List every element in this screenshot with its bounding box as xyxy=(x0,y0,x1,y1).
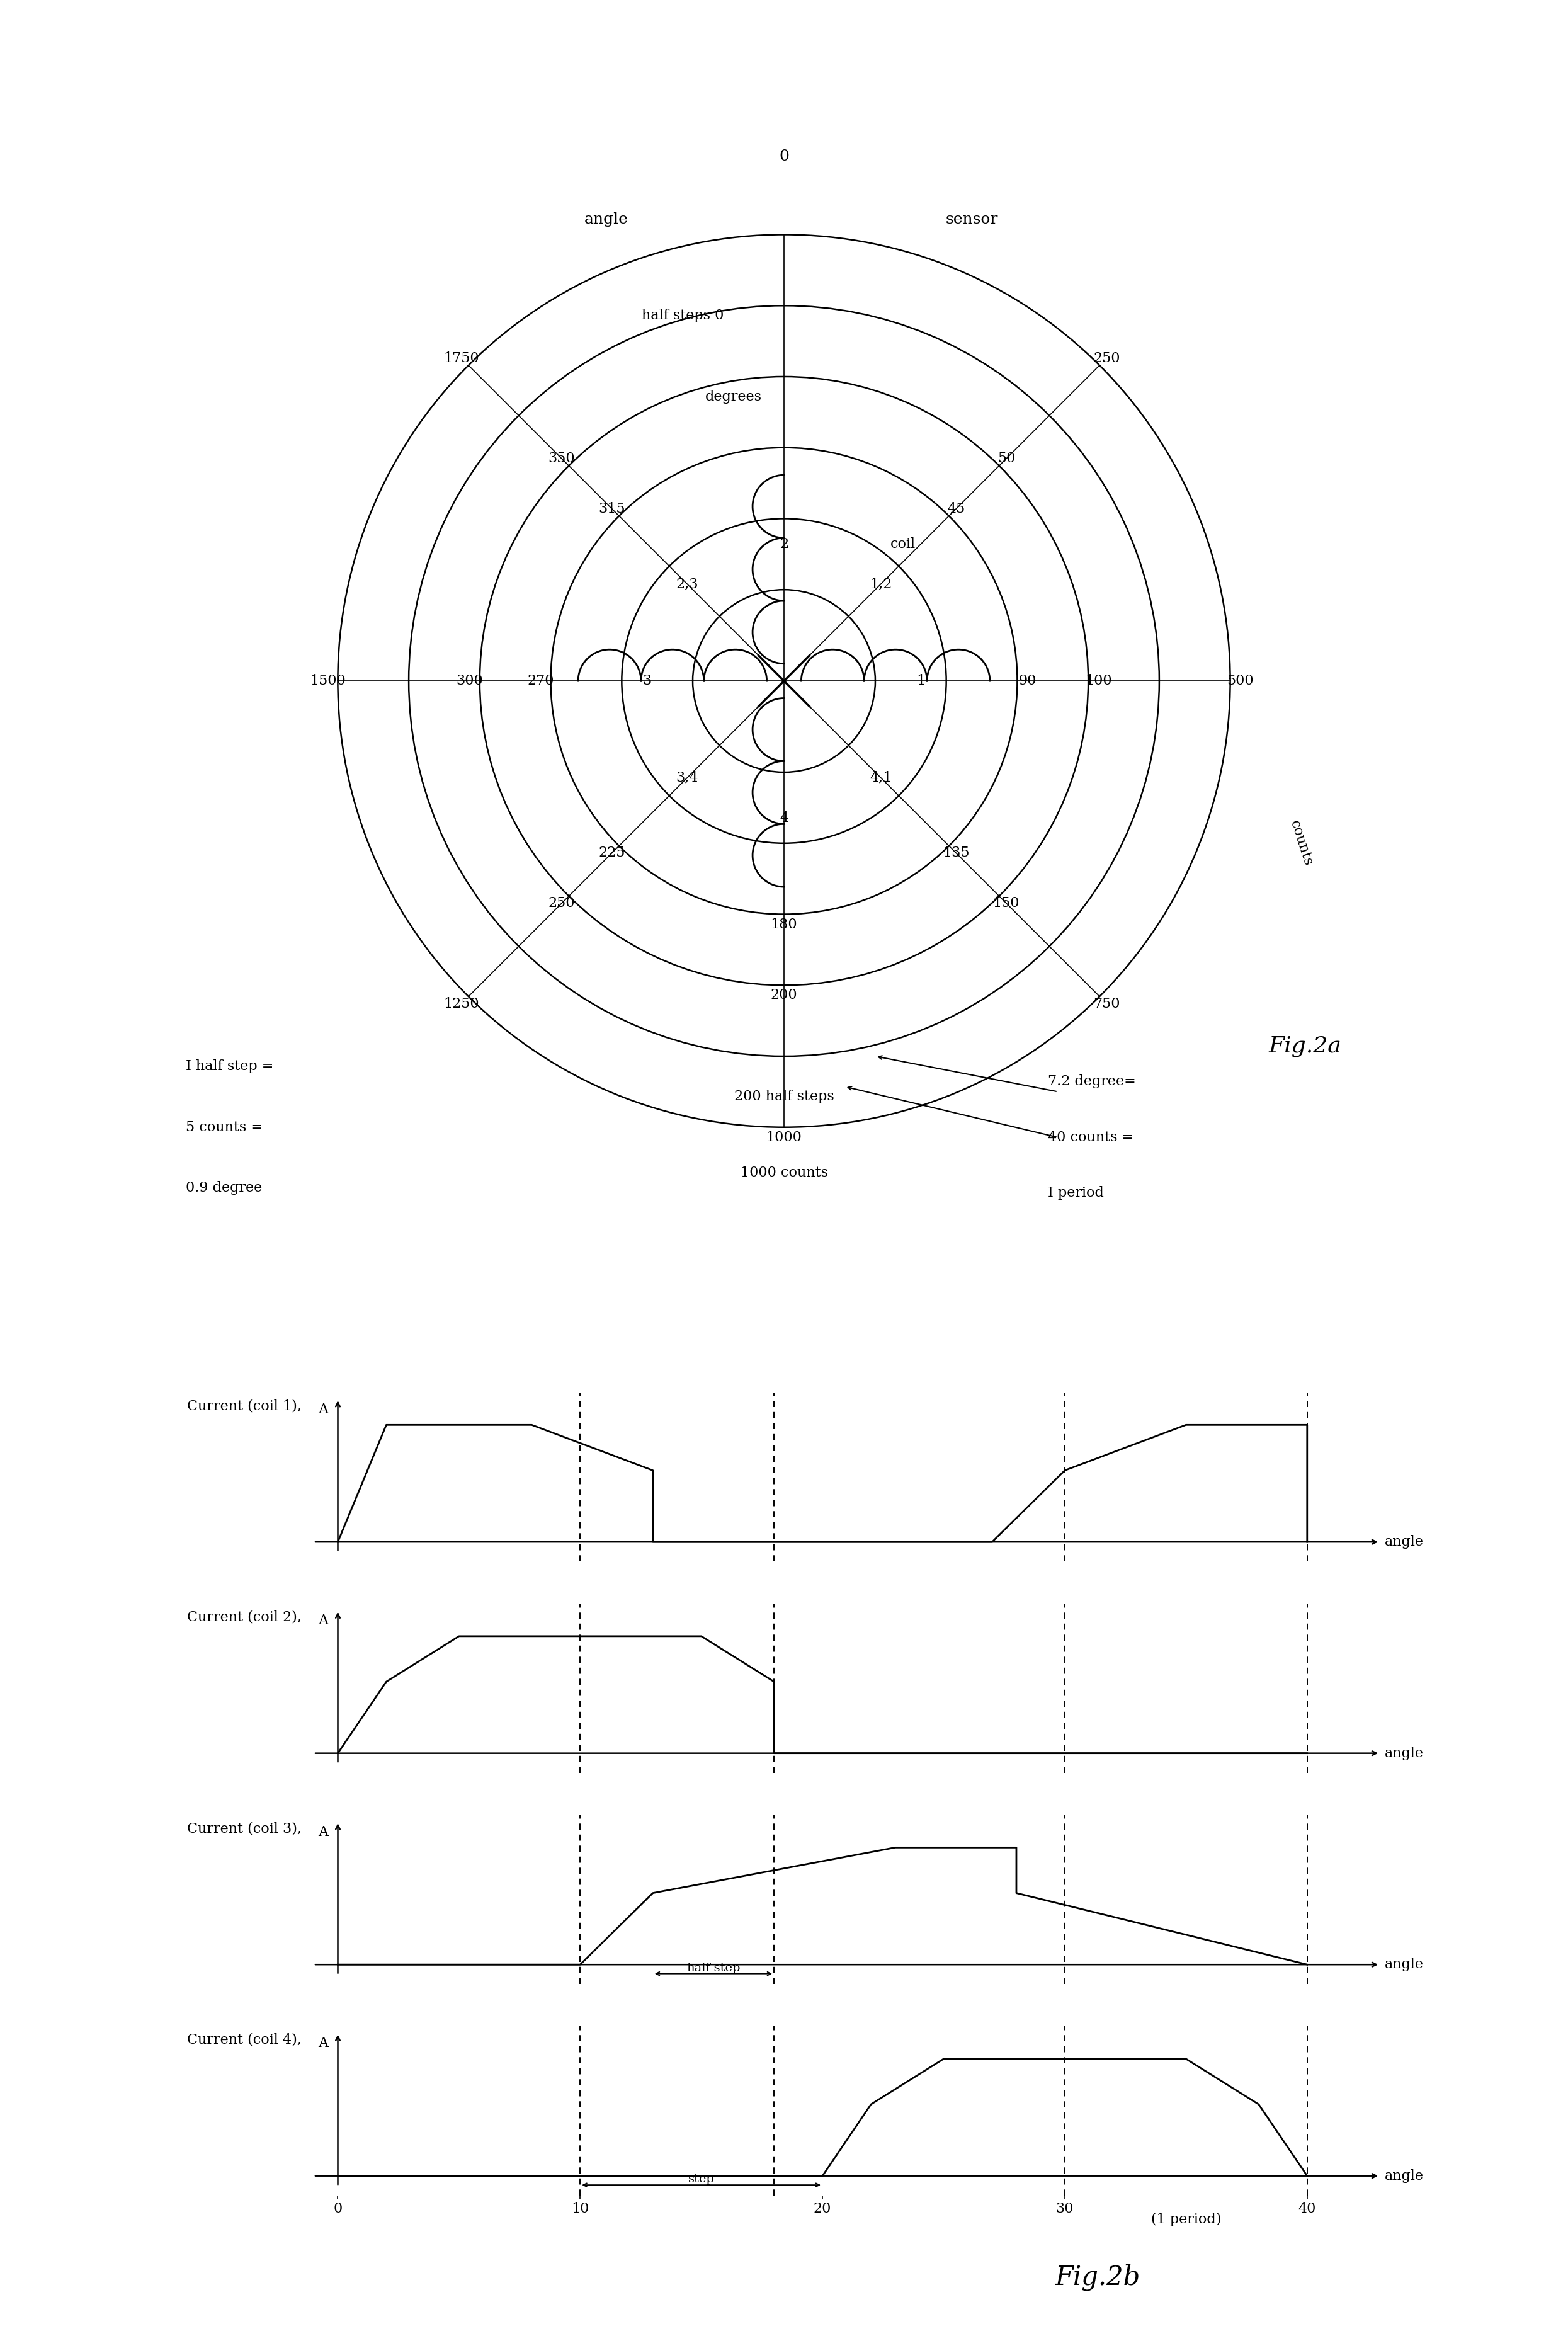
Text: 300: 300 xyxy=(456,674,483,688)
Text: 0.9 degree: 0.9 degree xyxy=(185,1181,262,1195)
Text: Fig.2a: Fig.2a xyxy=(1269,1035,1342,1057)
Text: 100: 100 xyxy=(1085,674,1112,688)
Text: Current (coil 4),: Current (coil 4), xyxy=(187,2033,301,2047)
Text: 1500: 1500 xyxy=(310,674,345,688)
Text: half-step: half-step xyxy=(687,1963,740,1975)
Text: half steps 0: half steps 0 xyxy=(641,310,724,322)
Text: angle: angle xyxy=(1385,1536,1424,1550)
Text: 500: 500 xyxy=(1226,674,1254,688)
Text: 3: 3 xyxy=(643,674,652,688)
Text: 225: 225 xyxy=(599,845,626,859)
Text: angle: angle xyxy=(585,211,629,228)
Text: 3,4: 3,4 xyxy=(676,770,698,784)
Text: 4,1: 4,1 xyxy=(870,770,892,784)
Text: 5 counts =: 5 counts = xyxy=(185,1120,262,1134)
Text: A: A xyxy=(318,1613,328,1627)
Text: 200 half steps: 200 half steps xyxy=(734,1089,834,1104)
Text: 1750: 1750 xyxy=(444,352,480,364)
Text: 150: 150 xyxy=(993,897,1019,911)
Text: A: A xyxy=(318,1824,328,1838)
Text: coil: coil xyxy=(891,538,916,552)
Text: step: step xyxy=(688,2174,715,2186)
Text: 1250: 1250 xyxy=(444,998,480,1010)
Text: 270: 270 xyxy=(527,674,554,688)
Text: angle: angle xyxy=(1385,2170,1424,2184)
Text: 1: 1 xyxy=(916,674,925,688)
Text: 4: 4 xyxy=(779,810,789,824)
Text: degrees: degrees xyxy=(706,390,762,404)
Text: 2,3: 2,3 xyxy=(676,578,698,592)
Text: angle: angle xyxy=(1385,1958,1424,1972)
Text: sensor: sensor xyxy=(946,211,997,228)
Text: 40 counts =: 40 counts = xyxy=(1047,1129,1134,1143)
Text: 200: 200 xyxy=(770,989,798,1003)
Text: 180: 180 xyxy=(770,918,798,932)
Text: 1000 counts: 1000 counts xyxy=(740,1167,828,1179)
Text: 50: 50 xyxy=(997,451,1014,465)
Text: 0: 0 xyxy=(779,150,789,164)
Text: Fig.2b: Fig.2b xyxy=(1055,2263,1140,2292)
Text: 350: 350 xyxy=(549,451,575,465)
Text: Current (coil 1),: Current (coil 1), xyxy=(187,1399,301,1413)
Text: 750: 750 xyxy=(1093,998,1120,1010)
Text: I period: I period xyxy=(1047,1186,1104,1200)
Text: A: A xyxy=(318,1402,328,1416)
Text: 250: 250 xyxy=(1093,352,1120,364)
Text: (1 period): (1 period) xyxy=(1151,2212,1221,2226)
Text: I half step =: I half step = xyxy=(185,1059,273,1073)
Text: 7.2 degree=: 7.2 degree= xyxy=(1047,1075,1135,1089)
Text: 250: 250 xyxy=(549,897,575,911)
Text: counts: counts xyxy=(1287,819,1316,869)
Text: A: A xyxy=(318,2036,328,2050)
Text: 135: 135 xyxy=(942,845,969,859)
Text: 1000: 1000 xyxy=(767,1129,801,1143)
Text: 315: 315 xyxy=(599,502,626,517)
Text: 45: 45 xyxy=(947,502,964,517)
Text: Current (coil 3),: Current (coil 3), xyxy=(187,1822,301,1836)
Text: angle: angle xyxy=(1385,1747,1424,1761)
Text: Current (coil 2),: Current (coil 2), xyxy=(187,1611,301,1625)
Text: 1,2: 1,2 xyxy=(870,578,892,592)
Text: 90: 90 xyxy=(1019,674,1036,688)
Text: 2: 2 xyxy=(779,538,789,552)
